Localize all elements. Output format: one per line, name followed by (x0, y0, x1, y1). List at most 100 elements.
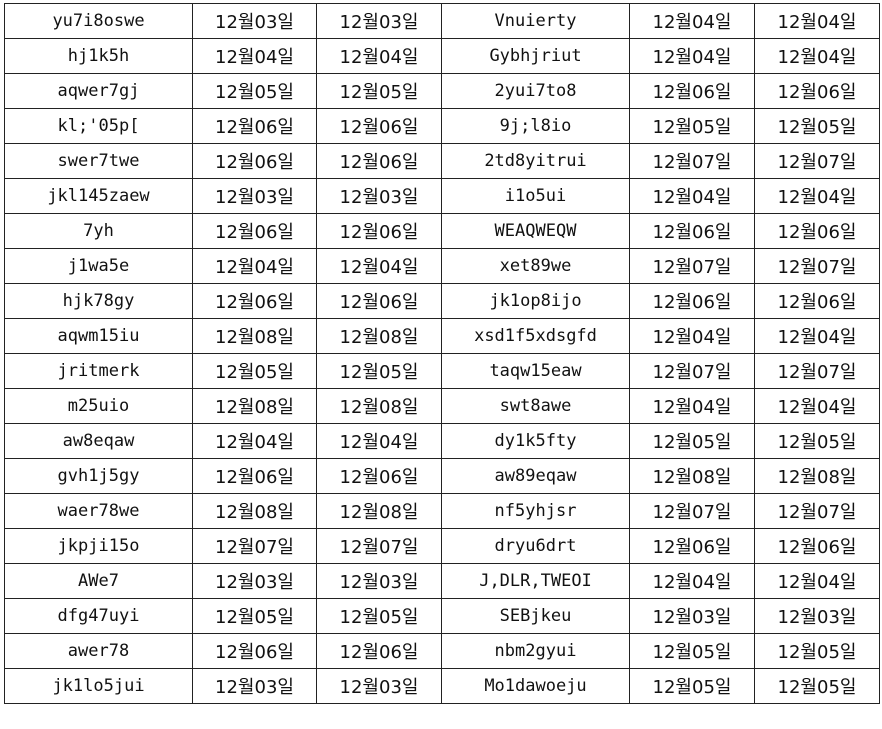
date-cell[interactable]: 12월06일 (754, 213, 880, 249)
code-cell[interactable]: jritmerk (4, 353, 193, 389)
code-cell[interactable]: swt8awe (441, 388, 630, 424)
date-cell[interactable]: 12월05일 (316, 73, 442, 109)
code-cell[interactable]: yu7i8oswe (4, 3, 193, 39)
date-cell[interactable]: 12월04일 (754, 3, 880, 39)
code-cell[interactable]: j1wa5e (4, 248, 193, 284)
code-cell[interactable]: dy1k5fty (441, 423, 630, 459)
date-cell[interactable]: 12월04일 (629, 563, 755, 599)
date-cell[interactable]: 12월04일 (754, 38, 880, 74)
date-cell[interactable]: 12월04일 (192, 423, 317, 459)
code-cell[interactable]: jkl145zaew (4, 178, 193, 214)
code-cell[interactable]: kl;'05p[ (4, 108, 193, 144)
code-cell[interactable]: 9j;l8io (441, 108, 630, 144)
date-cell[interactable]: 12월08일 (316, 388, 442, 424)
code-cell[interactable]: SEBjkeu (441, 598, 630, 634)
date-cell[interactable]: 12월04일 (192, 248, 317, 284)
code-cell[interactable]: aw8eqaw (4, 423, 193, 459)
date-cell[interactable]: 12월04일 (629, 178, 755, 214)
date-cell[interactable]: 12월06일 (192, 458, 317, 494)
date-cell[interactable]: 12월07일 (316, 528, 442, 564)
code-cell[interactable]: m25uio (4, 388, 193, 424)
date-cell[interactable]: 12월03일 (316, 178, 442, 214)
date-cell[interactable]: 12월04일 (316, 38, 442, 74)
date-cell[interactable]: 12월05일 (316, 598, 442, 634)
date-cell[interactable]: 12월07일 (629, 353, 755, 389)
code-cell[interactable]: awer78 (4, 633, 193, 669)
date-cell[interactable]: 12월04일 (629, 3, 755, 39)
date-cell[interactable]: 12월08일 (192, 493, 317, 529)
code-cell[interactable]: dryu6drt (441, 528, 630, 564)
code-cell[interactable]: dfg47uyi (4, 598, 193, 634)
code-cell[interactable]: WEAQWEQW (441, 213, 630, 249)
code-cell[interactable]: jk1op8ijo (441, 283, 630, 319)
date-cell[interactable]: 12월08일 (192, 388, 317, 424)
date-cell[interactable]: 12월04일 (754, 318, 880, 354)
code-cell[interactable]: Gybhjriut (441, 38, 630, 74)
date-cell[interactable]: 12월07일 (629, 143, 755, 179)
date-cell[interactable]: 12월03일 (192, 3, 317, 39)
date-cell[interactable]: 12월06일 (316, 283, 442, 319)
code-cell[interactable]: xet89we (441, 248, 630, 284)
date-cell[interactable]: 12월04일 (754, 178, 880, 214)
code-cell[interactable]: swer7twe (4, 143, 193, 179)
code-cell[interactable]: Vnuierty (441, 3, 630, 39)
date-cell[interactable]: 12월03일 (629, 598, 755, 634)
date-cell[interactable]: 12월08일 (629, 458, 755, 494)
date-cell[interactable]: 12월06일 (192, 633, 317, 669)
date-cell[interactable]: 12월05일 (754, 633, 880, 669)
date-cell[interactable]: 12월04일 (316, 248, 442, 284)
code-cell[interactable]: jk1lo5jui (4, 668, 193, 704)
date-cell[interactable]: 12월07일 (754, 143, 880, 179)
date-cell[interactable]: 12월06일 (754, 528, 880, 564)
code-cell[interactable]: aqwer7gj (4, 73, 193, 109)
date-cell[interactable]: 12월05일 (629, 108, 755, 144)
date-cell[interactable]: 12월05일 (316, 353, 442, 389)
code-cell[interactable]: Mo1dawoeju (441, 668, 630, 704)
date-cell[interactable]: 12월06일 (629, 73, 755, 109)
date-cell[interactable]: 12월05일 (754, 108, 880, 144)
code-cell[interactable]: gvh1j5gy (4, 458, 193, 494)
date-cell[interactable]: 12월03일 (192, 668, 317, 704)
date-cell[interactable]: 12월07일 (754, 493, 880, 529)
date-cell[interactable]: 12월06일 (316, 108, 442, 144)
code-cell[interactable]: hj1k5h (4, 38, 193, 74)
date-cell[interactable]: 12월07일 (754, 248, 880, 284)
date-cell[interactable]: 12월05일 (192, 353, 317, 389)
date-cell[interactable]: 12월04일 (754, 388, 880, 424)
code-cell[interactable]: aqwm15iu (4, 318, 193, 354)
date-cell[interactable]: 12월08일 (192, 318, 317, 354)
date-cell[interactable]: 12월04일 (192, 38, 317, 74)
date-cell[interactable]: 12월06일 (629, 528, 755, 564)
date-cell[interactable]: 12월06일 (629, 283, 755, 319)
date-cell[interactable]: 12월08일 (754, 458, 880, 494)
date-cell[interactable]: 12월06일 (192, 213, 317, 249)
code-cell[interactable]: hjk78gy (4, 283, 193, 319)
code-cell[interactable]: AWe7 (4, 563, 193, 599)
code-cell[interactable]: jkpji15o (4, 528, 193, 564)
date-cell[interactable]: 12월04일 (629, 388, 755, 424)
date-cell[interactable]: 12월04일 (629, 38, 755, 74)
code-cell[interactable]: xsd1f5xdsgfd (441, 318, 630, 354)
date-cell[interactable]: 12월07일 (754, 353, 880, 389)
date-cell[interactable]: 12월07일 (629, 248, 755, 284)
date-cell[interactable]: 12월08일 (316, 493, 442, 529)
date-cell[interactable]: 12월04일 (629, 318, 755, 354)
date-cell[interactable]: 12월06일 (316, 633, 442, 669)
date-cell[interactable]: 12월03일 (316, 3, 442, 39)
date-cell[interactable]: 12월08일 (316, 318, 442, 354)
date-cell[interactable]: 12월06일 (192, 143, 317, 179)
date-cell[interactable]: 12월06일 (754, 73, 880, 109)
date-cell[interactable]: 12월06일 (316, 143, 442, 179)
date-cell[interactable]: 12월05일 (754, 668, 880, 704)
date-cell[interactable]: 12월06일 (192, 108, 317, 144)
code-cell[interactable]: nbm2gyui (441, 633, 630, 669)
date-cell[interactable]: 12월07일 (629, 493, 755, 529)
date-cell[interactable]: 12월05일 (629, 423, 755, 459)
date-cell[interactable]: 12월06일 (192, 283, 317, 319)
date-cell[interactable]: 12월03일 (754, 598, 880, 634)
date-cell[interactable]: 12월03일 (316, 563, 442, 599)
date-cell[interactable]: 12월05일 (192, 73, 317, 109)
code-cell[interactable]: taqw15eaw (441, 353, 630, 389)
code-cell[interactable]: aw89eqaw (441, 458, 630, 494)
code-cell[interactable]: 7yh (4, 213, 193, 249)
